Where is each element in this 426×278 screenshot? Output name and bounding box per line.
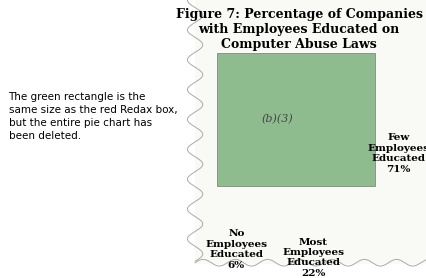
Text: The green rectangle is the
same size as the red Redax box,
but the entire pie ch: The green rectangle is the same size as …	[9, 92, 177, 141]
Bar	[217, 53, 375, 186]
Text: Figure 7: Percentage of Companies
with Employees Educated on
Computer Abuse Laws: Figure 7: Percentage of Companies with E…	[176, 8, 423, 51]
Text: Most
Employees
Educated
22%: Most Employees Educated 22%	[282, 238, 344, 278]
Text: (b)(3): (b)(3)	[261, 114, 293, 125]
Bar	[195, 0, 426, 264]
Text: No
Employees
Educated
6%: No Employees Educated 6%	[205, 229, 268, 270]
Bar	[0, 0, 195, 278]
Text: Few
Employees
Educated
71%: Few Employees Educated 71%	[367, 133, 426, 174]
